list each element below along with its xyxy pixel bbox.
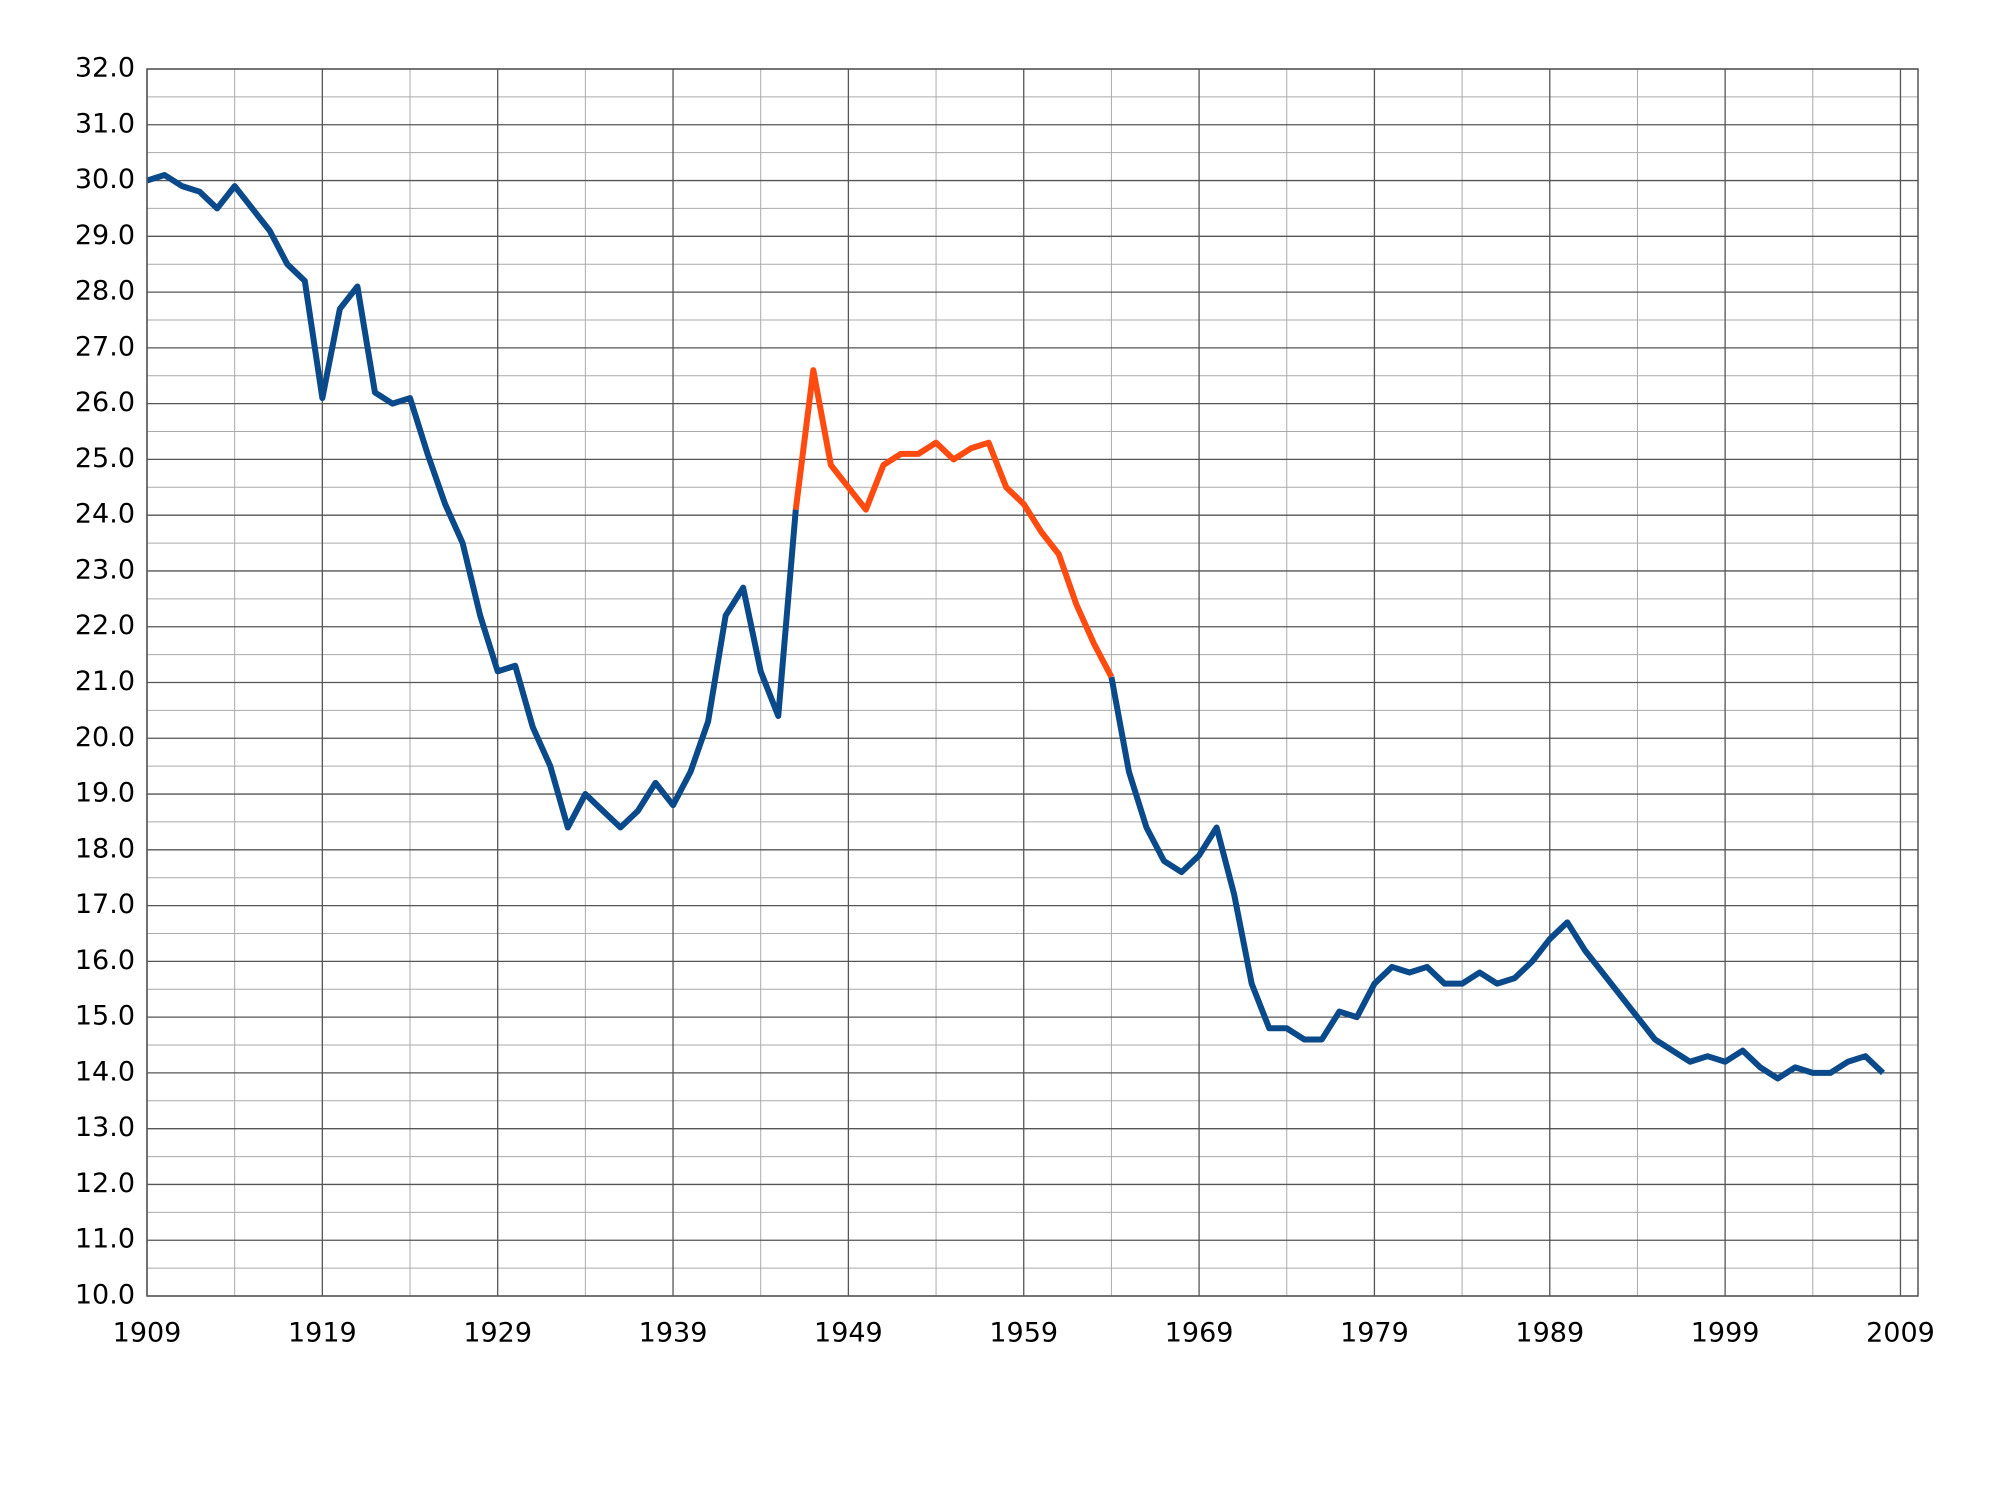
plot-frame (146, 68, 1919, 1297)
labels: 10.0 11.0 12.0 13.0 14.0 15.0 16.0 17.0 18.0 19.0… (75, 53, 1935, 1349)
y-tick-label: 10.0 (75, 1280, 135, 1311)
x-tick-label: 1919 (288, 1318, 357, 1349)
y-tick-label: 27.0 (75, 331, 135, 362)
y-tick-label: 25.0 (75, 443, 135, 474)
x-tick-label: 1929 (463, 1318, 532, 1349)
x-tick-label: 1909 (113, 1318, 182, 1349)
x-tick-label: 1999 (1691, 1318, 1760, 1349)
y-tick-label: 32.0 (75, 53, 135, 84)
y-tick-label: 13.0 (75, 1112, 135, 1143)
y-tick-label: 19.0 (75, 778, 135, 809)
x-tick-label: 1939 (639, 1318, 708, 1349)
x-tick-label: 1969 (1165, 1318, 1234, 1349)
y-tick-label: 15.0 (75, 1001, 135, 1032)
y-tick-label: 14.0 (75, 1056, 135, 1087)
y-tick-label: 17.0 (75, 889, 135, 920)
data-line (792, 367, 1115, 679)
y-tick-label: 11.0 (75, 1224, 135, 1255)
y-tick-label: 21.0 (75, 666, 135, 697)
y-tick-label: 12.0 (75, 1168, 135, 1199)
lines (146, 171, 1886, 1082)
x-tick-label: 1979 (1340, 1318, 1409, 1349)
y-tick-label: 20.0 (75, 722, 135, 753)
y-tick-label: 18.0 (75, 833, 135, 864)
y-tick-label: 29.0 (75, 220, 135, 251)
y-tick-label: 30.0 (75, 164, 135, 195)
data-line (146, 171, 1886, 1082)
x-tick-label: 1959 (989, 1318, 1058, 1349)
y-tick-label: 26.0 (75, 387, 135, 418)
x-tick-label: 1949 (814, 1318, 883, 1349)
y-tick-label: 28.0 (75, 276, 135, 307)
x-tick-label: 1989 (1515, 1318, 1584, 1349)
y-tick-label: 22.0 (75, 610, 135, 641)
y-tick-label: 16.0 (75, 945, 135, 976)
grid (146, 68, 1918, 1297)
x-tick-label: 2009 (1866, 1318, 1935, 1349)
y-tick-label: 24.0 (75, 499, 135, 530)
y-tick-label: 31.0 (75, 108, 135, 139)
y-tick-label: 23.0 (75, 554, 135, 585)
